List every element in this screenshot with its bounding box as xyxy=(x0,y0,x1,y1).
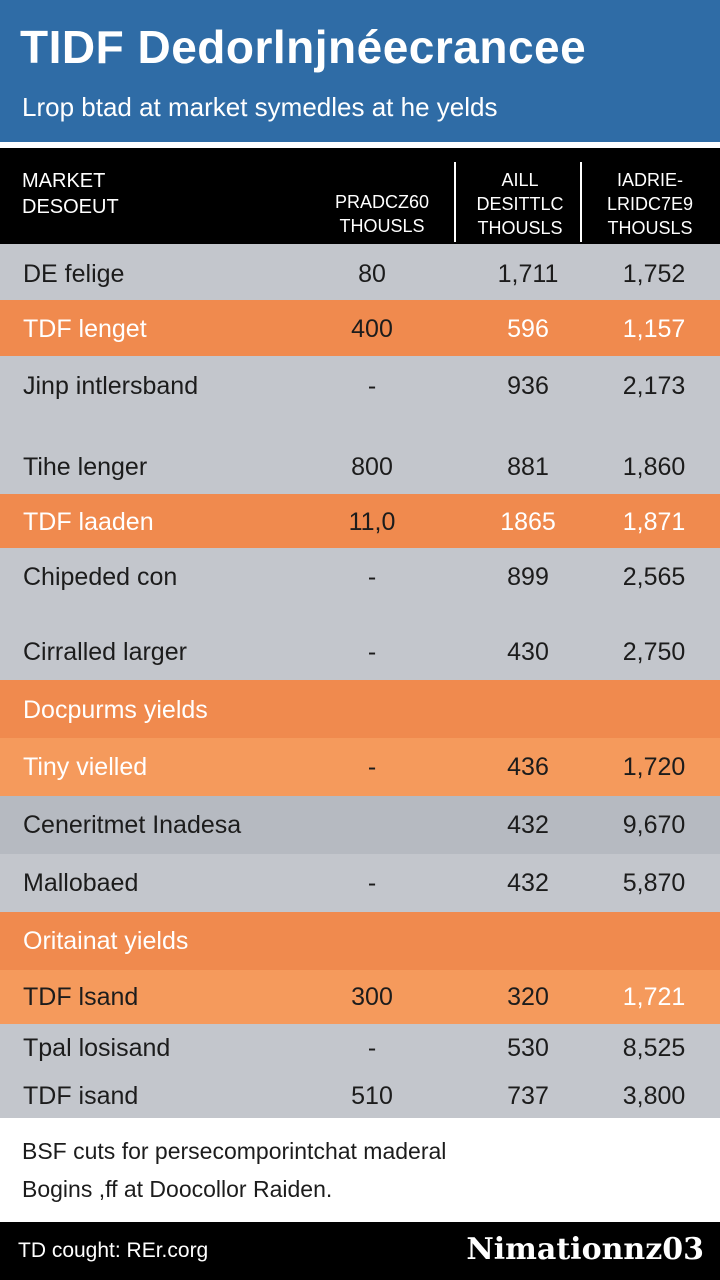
row-value: 5,870 xyxy=(622,869,686,897)
table-row: Tiny vielled - 436 1,720 xyxy=(0,738,720,796)
row-label: Jinp intlersband xyxy=(23,372,199,400)
row-value: - xyxy=(367,638,377,666)
table-row: TDF lsand 300 320 1,721 xyxy=(0,970,720,1024)
row-value: 320 xyxy=(507,983,549,1011)
table-row: TDF isand 510 737 3,800 xyxy=(0,1072,720,1118)
row-value: - xyxy=(367,563,377,591)
column-header-3: AILL DESITTLC THOUSLS xyxy=(476,170,564,238)
table-row: Tihe lenger 800 881 1,860 xyxy=(0,442,720,494)
row-value: 432 xyxy=(507,811,549,839)
table-row: Tpal losisand - 530 8,525 xyxy=(0,1024,720,1072)
page-title: TIDF Dedorlnjnéecrancee xyxy=(20,21,587,73)
column-header-market: MARKET DESOEUT xyxy=(22,170,119,218)
row-label: Mallobaed xyxy=(23,869,139,897)
row-value: - xyxy=(367,869,377,897)
brand-logo: Nimationnz03 xyxy=(466,1232,704,1267)
bottom-bar: TD cought: REr.corg Nimationnz03 xyxy=(0,1222,720,1280)
row-value: 1,720 xyxy=(622,753,686,781)
table-row: Ceneritmet Inadesa 432 9,670 xyxy=(0,796,720,854)
row-spacer xyxy=(0,606,720,624)
footnote: BSF cuts for persecomporintchat maderal … xyxy=(0,1118,720,1222)
row-value: 1,752 xyxy=(622,260,686,288)
row-value: 800 xyxy=(351,453,393,481)
row-value: - xyxy=(367,372,377,400)
row-value: 1865 xyxy=(500,508,556,536)
column-header-4: IADRIE- LRIDC7E9 THOUSLS xyxy=(606,170,694,238)
column-divider xyxy=(454,162,456,242)
row-value: 1,721 xyxy=(622,983,686,1011)
table-row: TDF laaden 11,0 1865 1,871 xyxy=(0,494,720,548)
row-value: - xyxy=(367,753,377,781)
header-banner: TIDF Dedorlnjnéecrancee Lrop btad at mar… xyxy=(0,0,720,142)
row-value: 510 xyxy=(351,1082,393,1110)
section-label: Docpurms yields xyxy=(23,696,208,724)
row-value: 1,871 xyxy=(622,508,686,536)
row-value: 1,157 xyxy=(622,315,686,343)
row-label: DE felige xyxy=(23,260,125,288)
row-value: 8,525 xyxy=(622,1034,686,1062)
row-value: 300 xyxy=(351,983,393,1011)
row-label: Tihe lenger xyxy=(23,453,148,481)
row-value: 2,750 xyxy=(622,638,686,666)
row-value: 1,711 xyxy=(497,260,559,288)
row-value: 899 xyxy=(507,563,549,591)
row-label: Tpal losisand xyxy=(23,1034,171,1062)
page-subtitle: Lrop btad at market symedles at he yelds xyxy=(22,92,498,122)
row-label: TDF lsand xyxy=(23,983,139,1011)
row-value: 530 xyxy=(507,1034,549,1062)
table-row: Cirralled larger - 430 2,750 xyxy=(0,624,720,680)
row-value: 9,670 xyxy=(622,811,686,839)
row-value: 430 xyxy=(507,638,549,666)
table-row: Mallobaed - 432 5,870 xyxy=(0,854,720,912)
row-label: Cirralled larger xyxy=(23,638,187,666)
row-value: 400 xyxy=(351,315,393,343)
row-value: 3,800 xyxy=(622,1082,686,1110)
row-value: 737 xyxy=(507,1082,549,1110)
footnote-line: BSF cuts for persecomporintchat maderal xyxy=(22,1138,447,1164)
table-row: Chipeded con - 899 2,565 xyxy=(0,548,720,606)
footnote-line: Bogins ,ff at Doocollor Raiden. xyxy=(22,1176,333,1202)
row-label: TDF isand xyxy=(23,1082,139,1110)
table-row: DE felige 80 1,711 1,752 xyxy=(0,244,720,300)
table-row: TDF lenget 400 596 1,157 xyxy=(0,300,720,356)
section-label: Oritainat yields xyxy=(23,927,189,955)
row-label: Tiny vielled xyxy=(23,753,148,781)
row-value: 1,860 xyxy=(622,453,686,481)
source-credit: TD cought: REr.corg xyxy=(18,1239,209,1262)
section-header-row: Docpurms yields xyxy=(0,680,720,738)
row-value: 11,0 xyxy=(348,508,396,536)
column-header-2: PRADCZ60 THOUSLS xyxy=(334,192,430,236)
row-value: 436 xyxy=(507,753,549,781)
row-value: 432 xyxy=(507,869,549,897)
row-value: 881 xyxy=(507,453,549,481)
row-label: Chipeded con xyxy=(23,563,178,591)
table-row: Jinp intlersband - 936 2,173 xyxy=(0,356,720,414)
row-label: TDF laaden xyxy=(23,508,154,536)
row-value: 2,565 xyxy=(622,563,686,591)
column-divider xyxy=(580,162,582,242)
row-value: 80 xyxy=(358,260,386,288)
row-value: 596 xyxy=(507,315,549,343)
header-divider xyxy=(0,142,720,148)
row-label: Ceneritmet Inadesa xyxy=(23,811,242,839)
row-value: 2,173 xyxy=(622,372,686,400)
table-header: MARKET DESOEUT PRADCZ60 THOUSLS AILL DES… xyxy=(0,148,720,244)
row-value: - xyxy=(367,1034,377,1062)
row-spacer xyxy=(0,414,720,442)
row-value: 936 xyxy=(507,372,549,400)
section-header-row: Oritainat yields xyxy=(0,912,720,970)
row-label: TDF lenget xyxy=(23,315,147,343)
